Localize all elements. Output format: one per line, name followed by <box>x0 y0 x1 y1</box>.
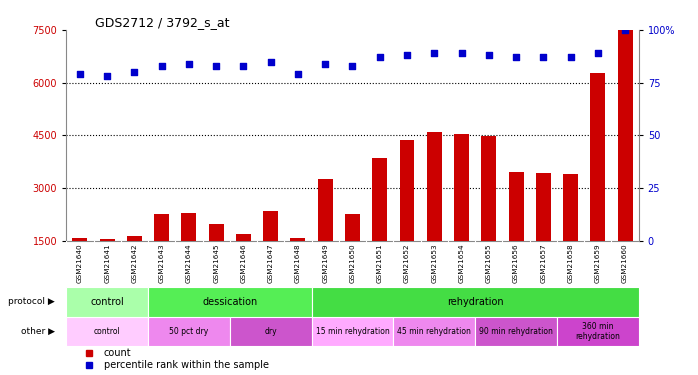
Text: protocol ▶: protocol ▶ <box>8 297 55 306</box>
Text: dessication: dessication <box>202 297 258 307</box>
Point <box>211 63 222 69</box>
Point <box>292 71 304 77</box>
Text: control: control <box>90 297 124 307</box>
Bar <box>148 316 230 346</box>
Text: GSM21649: GSM21649 <box>322 243 328 283</box>
Bar <box>557 316 639 346</box>
Point <box>129 69 140 75</box>
Bar <box>263 211 279 241</box>
Text: GSM21659: GSM21659 <box>595 243 601 283</box>
Text: GSM21641: GSM21641 <box>104 243 110 283</box>
Text: GSM21653: GSM21653 <box>431 243 437 283</box>
Point <box>456 50 467 56</box>
Bar <box>66 287 148 316</box>
Bar <box>618 30 632 241</box>
Text: rehydration: rehydration <box>447 297 503 307</box>
Bar <box>290 238 306 241</box>
Bar <box>127 236 142 241</box>
Text: 15 min rehydration: 15 min rehydration <box>315 327 389 336</box>
Point <box>347 63 358 69</box>
Point <box>565 54 576 60</box>
Bar <box>154 214 169 241</box>
Point <box>374 54 385 60</box>
Bar <box>454 134 469 241</box>
Text: 45 min rehydration: 45 min rehydration <box>397 327 471 336</box>
Text: GSM21657: GSM21657 <box>540 243 547 283</box>
Text: control: control <box>94 327 121 336</box>
Text: GSM21648: GSM21648 <box>295 243 301 283</box>
Bar <box>236 234 251 241</box>
Text: other ▶: other ▶ <box>21 327 55 336</box>
Text: GSM21654: GSM21654 <box>459 243 464 283</box>
Point <box>429 50 440 56</box>
Point <box>75 71 86 77</box>
Bar <box>482 136 496 241</box>
Text: GSM21650: GSM21650 <box>350 243 355 283</box>
Point <box>483 52 494 58</box>
Text: GSM21642: GSM21642 <box>131 243 138 283</box>
Bar <box>73 238 87 241</box>
Point <box>619 27 630 33</box>
Text: count: count <box>103 348 131 358</box>
Bar <box>311 287 639 316</box>
Point <box>510 54 521 60</box>
Text: GSM21643: GSM21643 <box>158 243 165 283</box>
Text: GSM21646: GSM21646 <box>241 243 246 283</box>
Point <box>102 74 113 80</box>
Bar <box>394 316 475 346</box>
Text: GSM21652: GSM21652 <box>404 243 410 283</box>
Bar <box>475 316 557 346</box>
Bar <box>66 316 148 346</box>
Text: dry: dry <box>265 327 277 336</box>
Point <box>537 54 549 60</box>
Bar <box>536 172 551 241</box>
Bar <box>426 132 442 241</box>
Text: GSM21660: GSM21660 <box>622 243 628 283</box>
Point <box>156 63 168 69</box>
Text: GSM21647: GSM21647 <box>268 243 274 283</box>
Point <box>184 61 195 67</box>
Bar <box>181 213 196 241</box>
Bar <box>311 316 394 346</box>
Point <box>320 61 331 67</box>
Bar <box>318 179 333 241</box>
Point <box>401 52 413 58</box>
Bar <box>100 239 114 241</box>
Bar <box>230 316 311 346</box>
Bar <box>209 224 223 241</box>
Text: GSM21644: GSM21644 <box>186 243 192 283</box>
Point <box>592 50 603 56</box>
Text: 50 pct dry: 50 pct dry <box>170 327 209 336</box>
Text: GSM21656: GSM21656 <box>513 243 519 283</box>
Text: 90 min rehydration: 90 min rehydration <box>479 327 553 336</box>
Bar <box>509 172 524 241</box>
Bar <box>372 158 387 241</box>
Bar <box>591 73 605 241</box>
Bar <box>563 174 578 241</box>
Text: GSM21651: GSM21651 <box>377 243 383 283</box>
Text: GSM21645: GSM21645 <box>213 243 219 283</box>
Text: 360 min
rehydration: 360 min rehydration <box>575 322 621 341</box>
Point <box>238 63 249 69</box>
Point <box>265 58 276 64</box>
Text: GSM21658: GSM21658 <box>567 243 574 283</box>
Text: percentile rank within the sample: percentile rank within the sample <box>103 360 269 370</box>
Bar <box>345 214 360 241</box>
Text: GDS2712 / 3792_s_at: GDS2712 / 3792_s_at <box>95 16 230 29</box>
Text: GSM21655: GSM21655 <box>486 243 492 283</box>
Bar <box>148 287 311 316</box>
Text: GSM21640: GSM21640 <box>77 243 83 283</box>
Bar <box>399 140 415 241</box>
